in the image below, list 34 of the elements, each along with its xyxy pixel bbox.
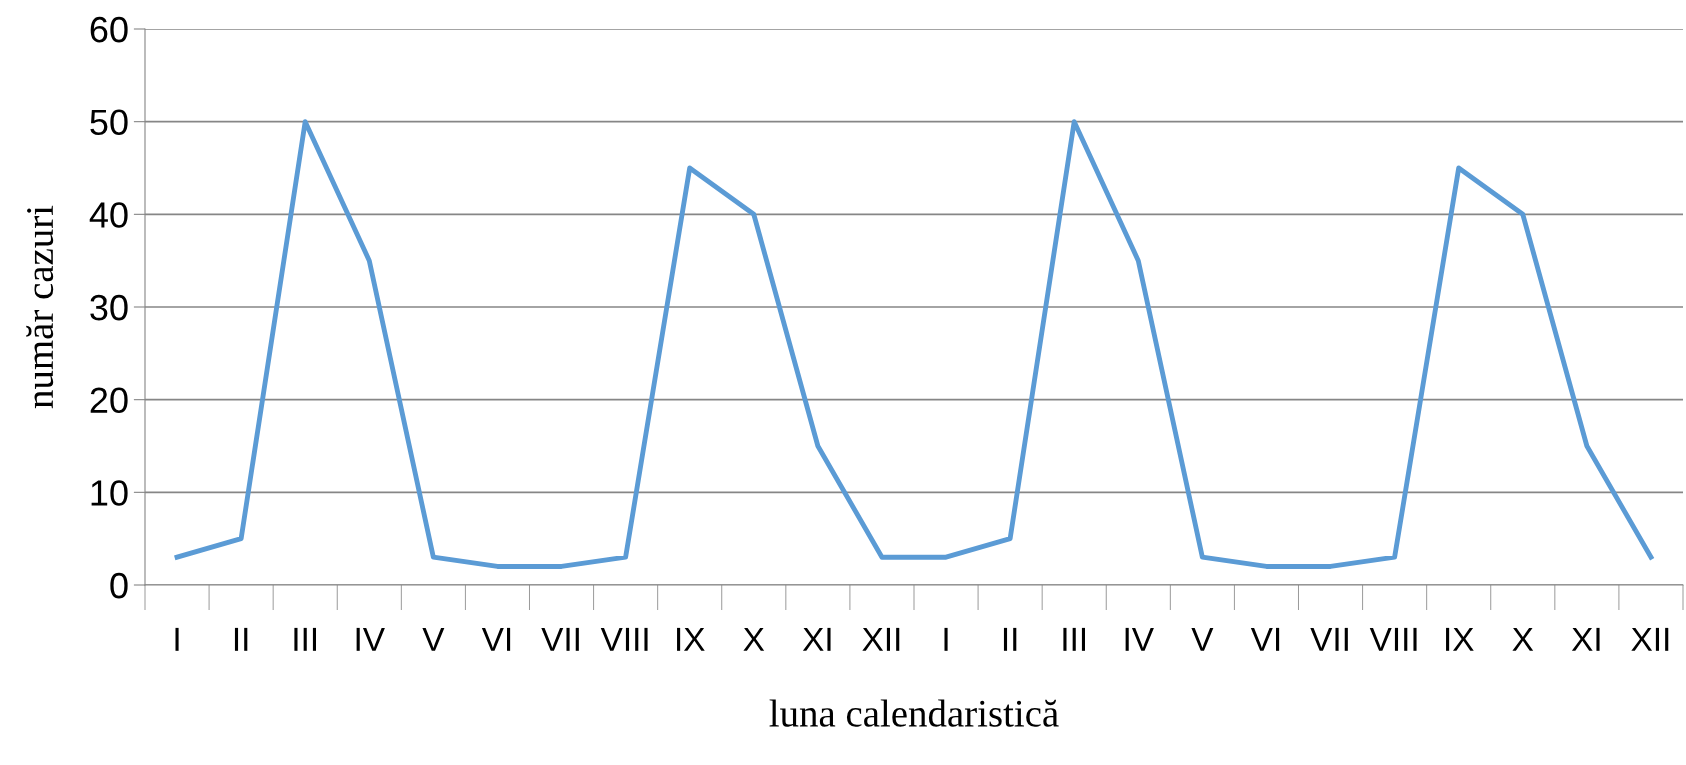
x-tick-label: V — [1191, 627, 1214, 651]
y-tick-label: 60 — [90, 16, 128, 43]
x-tick-label: II — [234, 627, 248, 651]
y-tick-label: 20 — [90, 387, 128, 414]
x-tick-label: VI — [481, 627, 511, 651]
x-tick-label: I — [944, 627, 948, 651]
x-tick-label: IV — [356, 627, 385, 651]
x-tick-label: X — [743, 627, 765, 651]
y-tick-label: 50 — [90, 109, 128, 136]
y-tick-label: 0 — [110, 572, 128, 599]
x-tick-label: XI — [802, 627, 831, 651]
y-tick-label: 30 — [90, 294, 128, 321]
x-tick-label: VIII — [600, 627, 648, 651]
y-tick-label: 40 — [89, 202, 128, 228]
x-tick-label: V — [422, 627, 445, 651]
x-tick-label: III — [1063, 627, 1086, 651]
x-tick-label: VI — [1250, 627, 1280, 651]
x-tick-label: XII — [1631, 627, 1669, 651]
x-tick-label: II — [1003, 627, 1017, 651]
x-tick-label: III — [294, 627, 317, 651]
x-tick-label: VII — [541, 627, 579, 651]
x-tick-label: IX — [1446, 627, 1474, 651]
x-tick-label: XI — [1571, 627, 1600, 651]
line-series — [174, 119, 1654, 569]
x-tick-label: IX — [677, 627, 705, 651]
x-tick-label: IV — [1125, 627, 1154, 651]
x-tick-label: VIII — [1369, 627, 1417, 651]
x-tick-label: VII — [1310, 627, 1348, 651]
y-axis-title: număr cazuri — [26, 205, 54, 409]
x-axis-title: luna calendaristică — [769, 699, 1059, 727]
y-tick-label: 10 — [91, 480, 128, 506]
x-tick-label: XII — [862, 627, 900, 651]
x-tick-label: I — [175, 627, 179, 651]
x-tick-label: X — [1512, 627, 1534, 651]
